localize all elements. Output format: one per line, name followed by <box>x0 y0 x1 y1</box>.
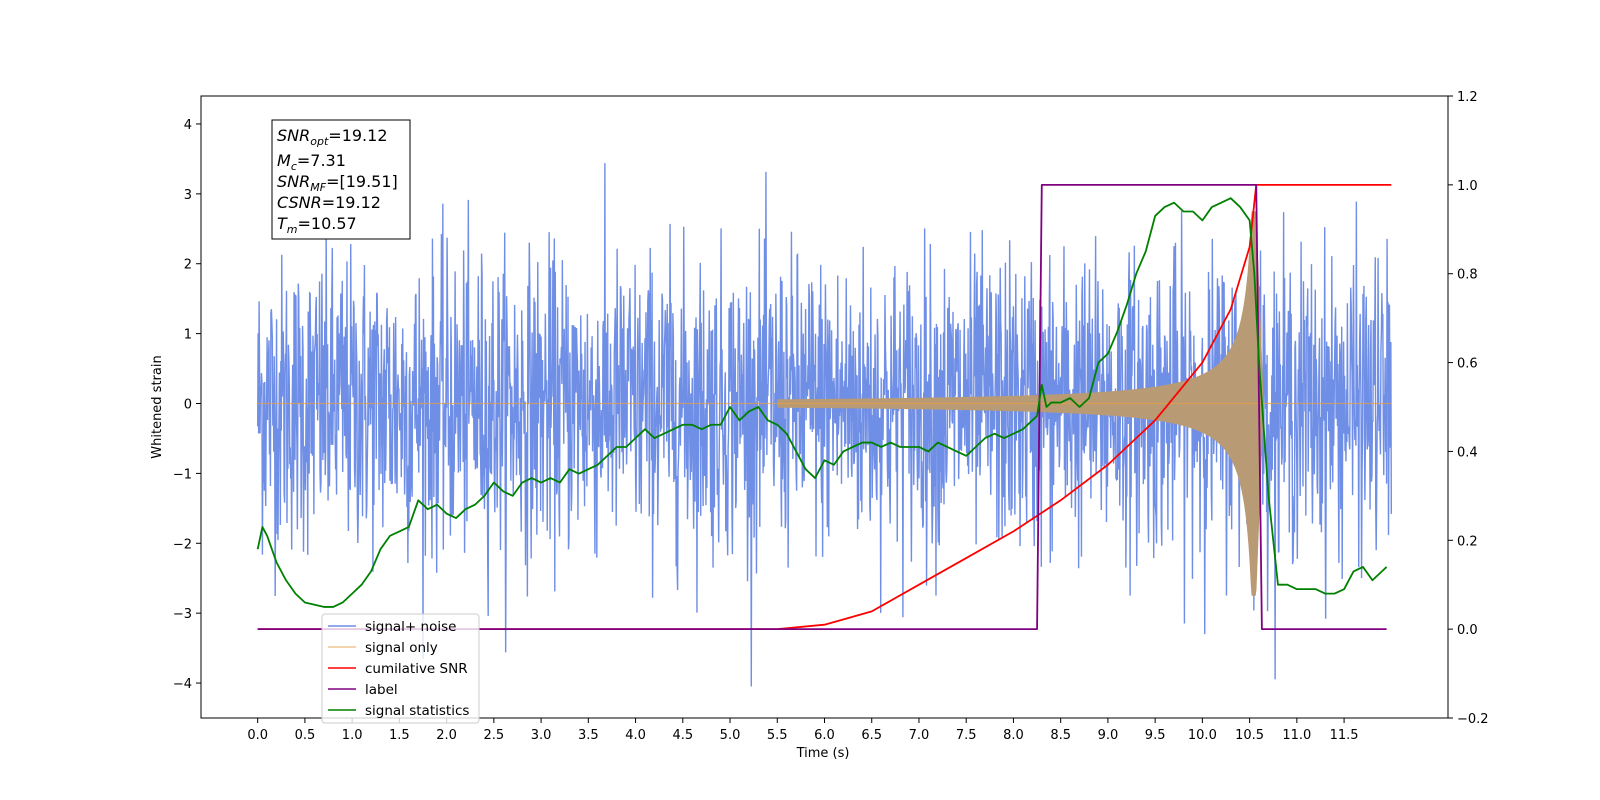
annotation-tm: Tm=10.57 <box>277 214 357 236</box>
x-tick-label: 5.5 <box>767 728 788 743</box>
legend: signal+ noise signal only cumilative SNR… <box>321 613 480 724</box>
x-tick-label: 7.0 <box>909 728 930 743</box>
x-tick-label: 4.0 <box>625 728 646 743</box>
y-tick-label-left: 3 <box>184 188 192 203</box>
x-tick-label: 11.0 <box>1282 728 1311 743</box>
series-signal-noise-line <box>256 163 1393 687</box>
x-tick-label: 2.5 <box>484 728 505 743</box>
y-tick-label-left: −1 <box>173 467 192 482</box>
x-axis-label: Time (s) <box>796 746 850 761</box>
x-tick-label: 7.5 <box>956 728 977 743</box>
y-tick-label-left: −3 <box>173 607 192 622</box>
x-tick-label: 11.5 <box>1330 728 1359 743</box>
legend-label-signal: signal only <box>365 640 438 656</box>
series-signal-statistics-line <box>256 197 1388 608</box>
axis-ticks: 0.0 0.5 1.0 1.5 2.0 2.5 3.0 3.5 4.0 4.5 5.0 5.5 6.0 6… <box>173 90 1489 743</box>
y-tick-label-right: 0.2 <box>1457 534 1478 549</box>
x-tick-label: 4.5 <box>672 728 693 743</box>
x-tick-label: 9.5 <box>1145 728 1166 743</box>
y-tick-label-right: 1.2 <box>1457 90 1478 105</box>
stats-annotation-box: SNRopt=19.12 Mc=7.31 SNRMF=[19.51] CSNR=… <box>271 119 411 240</box>
annotation-frame <box>271 119 411 240</box>
legend-label-label: label <box>365 682 398 698</box>
x-tick-label: 10.5 <box>1235 728 1264 743</box>
y-tick-label-right: 0.8 <box>1457 268 1478 283</box>
y-tick-label-left: −4 <box>173 677 192 692</box>
plot-data-layer <box>256 163 1393 687</box>
y-tick-label-right: 0.0 <box>1457 623 1478 638</box>
x-tick-label: 8.0 <box>1003 728 1024 743</box>
legend-frame <box>321 613 480 724</box>
x-tick-label: 3.0 <box>531 728 552 743</box>
x-tick-label: 0.0 <box>247 728 268 743</box>
y-tick-label-right: 0.6 <box>1457 357 1478 372</box>
y-tick-label-left: 1 <box>184 328 192 343</box>
legend-label-noise: signal+ noise <box>365 619 456 635</box>
series-cumulative-snr-line <box>257 183 1392 631</box>
legend-label-cumulative-snr: cumilative SNR <box>365 661 468 677</box>
x-tick-label: 6.5 <box>861 728 882 743</box>
x-tick-label: 10.0 <box>1188 728 1217 743</box>
x-tick-label: 3.5 <box>578 728 599 743</box>
annotation-mc: Mc=7.31 <box>277 151 346 173</box>
x-tick-label: 8.5 <box>1050 728 1071 743</box>
y-tick-label-left: −2 <box>173 537 192 552</box>
series-label-line <box>257 183 1387 631</box>
y-tick-label-right: −0.2 <box>1457 712 1489 727</box>
y-tick-label-left: 0 <box>184 398 192 413</box>
annotation-csnr: CSNR=19.12 <box>277 193 381 212</box>
legend-label-statistics: signal statistics <box>365 703 469 719</box>
x-tick-label: 0.5 <box>295 728 316 743</box>
x-tick-label: 1.0 <box>342 728 363 743</box>
y-tick-label-left: 4 <box>184 118 192 133</box>
annotation-snr-opt: SNRopt=19.12 <box>277 126 388 148</box>
x-tick-label: 5.0 <box>720 728 741 743</box>
annotation-snr-mf: SNRMF=[19.51] <box>277 172 398 194</box>
y-tick-label-right: 0.4 <box>1457 445 1478 460</box>
x-tick-label: 9.0 <box>1098 728 1119 743</box>
y-axis-label-left: Whitened strain <box>150 355 165 458</box>
x-tick-label: 6.0 <box>814 728 835 743</box>
y-tick-label-left: 2 <box>184 258 192 273</box>
x-tick-label: 1.5 <box>389 728 410 743</box>
x-tick-label: 2.0 <box>436 728 457 743</box>
y-tick-label-right: 1.0 <box>1457 179 1478 194</box>
